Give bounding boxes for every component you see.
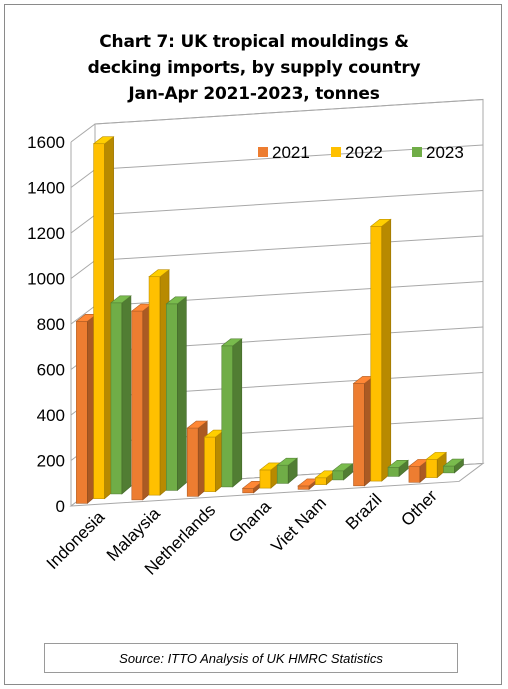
bar-side-2023-malaysia [177,296,187,492]
legend-swatch-2023 [412,147,422,157]
x-tick-label-indonesia: Indonesia [43,507,109,573]
x-tick-label-brazil: Brazil [342,490,385,533]
side-gridline-1400 [70,169,96,188]
bar-top-2023-ghana [276,457,299,466]
bar-2023-netherlands [221,345,234,488]
legend-label-2021: 2021 [272,143,310,162]
x-tick-label-ghana: Ghana [225,497,275,547]
bar-2022-indonesia [93,143,105,499]
bar-side-2023-indonesia [121,295,132,495]
legend-label-2023: 2023 [426,143,464,162]
bar-top-2023-malaysia [165,296,188,305]
bar-2021-netherlands [186,427,199,497]
legend-swatch-2022 [331,147,341,157]
y-tick-label-400: 400 [37,406,65,425]
chart-title-line-1: Chart 7: UK tropical mouldings & [99,32,409,52]
bar-top-2021-netherlands [186,420,209,429]
bar-2023-other [443,465,455,474]
bar-2023-indonesia [110,302,123,495]
bar-2021-ghana [242,487,254,494]
y-tick-label-600: 600 [37,361,65,380]
bar-2022-viet-nam [315,477,327,485]
bar-top-2022-other [425,452,448,460]
bar-top-2023-other [442,458,465,467]
bar-top-2022-indonesia [92,136,115,145]
bar-2021-viet-nam [297,485,310,490]
side-gridline-1600 [70,123,96,143]
y-tick-label-200: 200 [37,452,65,471]
bar-2021-indonesia [76,321,88,504]
x-tick-label-viet-nam: Viet Nam [267,493,330,556]
bar-2022-brazil [370,225,383,482]
bar-top-2023-netherlands [220,338,243,347]
gridline-1200 [94,189,484,216]
bar-2022-ghana [259,469,272,489]
gridline-1600 [94,98,484,125]
bar-2023-brazil [387,466,400,477]
y-tick-label-800: 800 [37,315,65,334]
bar-top-2023-brazil [387,459,409,468]
bar-2021-other [408,466,421,483]
bar-2023-ghana [276,464,289,484]
bar-top-2023-viet-nam [331,463,354,472]
source-box: Source: ITTO Analysis of UK HMRC Statist… [44,643,458,673]
y-tick-label-1400: 1400 [27,179,65,198]
side-gridline-1000 [70,260,96,279]
y-tick-label-1200: 1200 [27,224,65,243]
bar-2023-malaysia [166,303,178,491]
bar-2023-viet-nam [332,470,344,481]
bar-side-2023-netherlands [232,338,243,488]
y-tick-label-1600: 1600 [27,133,65,152]
side-gridline-800 [70,305,96,325]
chart-title-line-2: decking imports, by supply country [87,58,421,78]
y-tick-label-0: 0 [56,497,65,516]
x-tick-label-other: Other [397,486,441,530]
bar-top-2023-indonesia [110,295,132,304]
legend-label-2022: 2022 [345,143,383,162]
chart-plot: 02004006008001000120014001600IndonesiaMa… [27,98,485,579]
y-tick-label-1000: 1000 [27,270,65,289]
chart-title-line-3: Jan-Apr 2021-2023, tonnes [128,84,380,104]
gridline-1000 [94,235,484,261]
bar-2021-malaysia [131,310,144,501]
bar-top-2022-brazil [369,218,392,227]
side-gridline-1200 [70,214,96,234]
bar-side-2022-brazil [381,218,392,482]
bar-2022-malaysia [148,276,161,496]
bar-2022-netherlands [204,436,216,492]
bar-2021-brazil [353,383,365,487]
legend-swatch-2021 [258,147,268,157]
source-note: Source: ITTO Analysis of UK HMRC Statist… [119,650,383,666]
bar-2022-other [425,459,438,478]
bar-top-2022-malaysia [148,269,170,278]
